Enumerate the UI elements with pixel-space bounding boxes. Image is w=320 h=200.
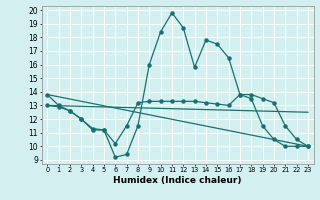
X-axis label: Humidex (Indice chaleur): Humidex (Indice chaleur) (113, 176, 242, 185)
